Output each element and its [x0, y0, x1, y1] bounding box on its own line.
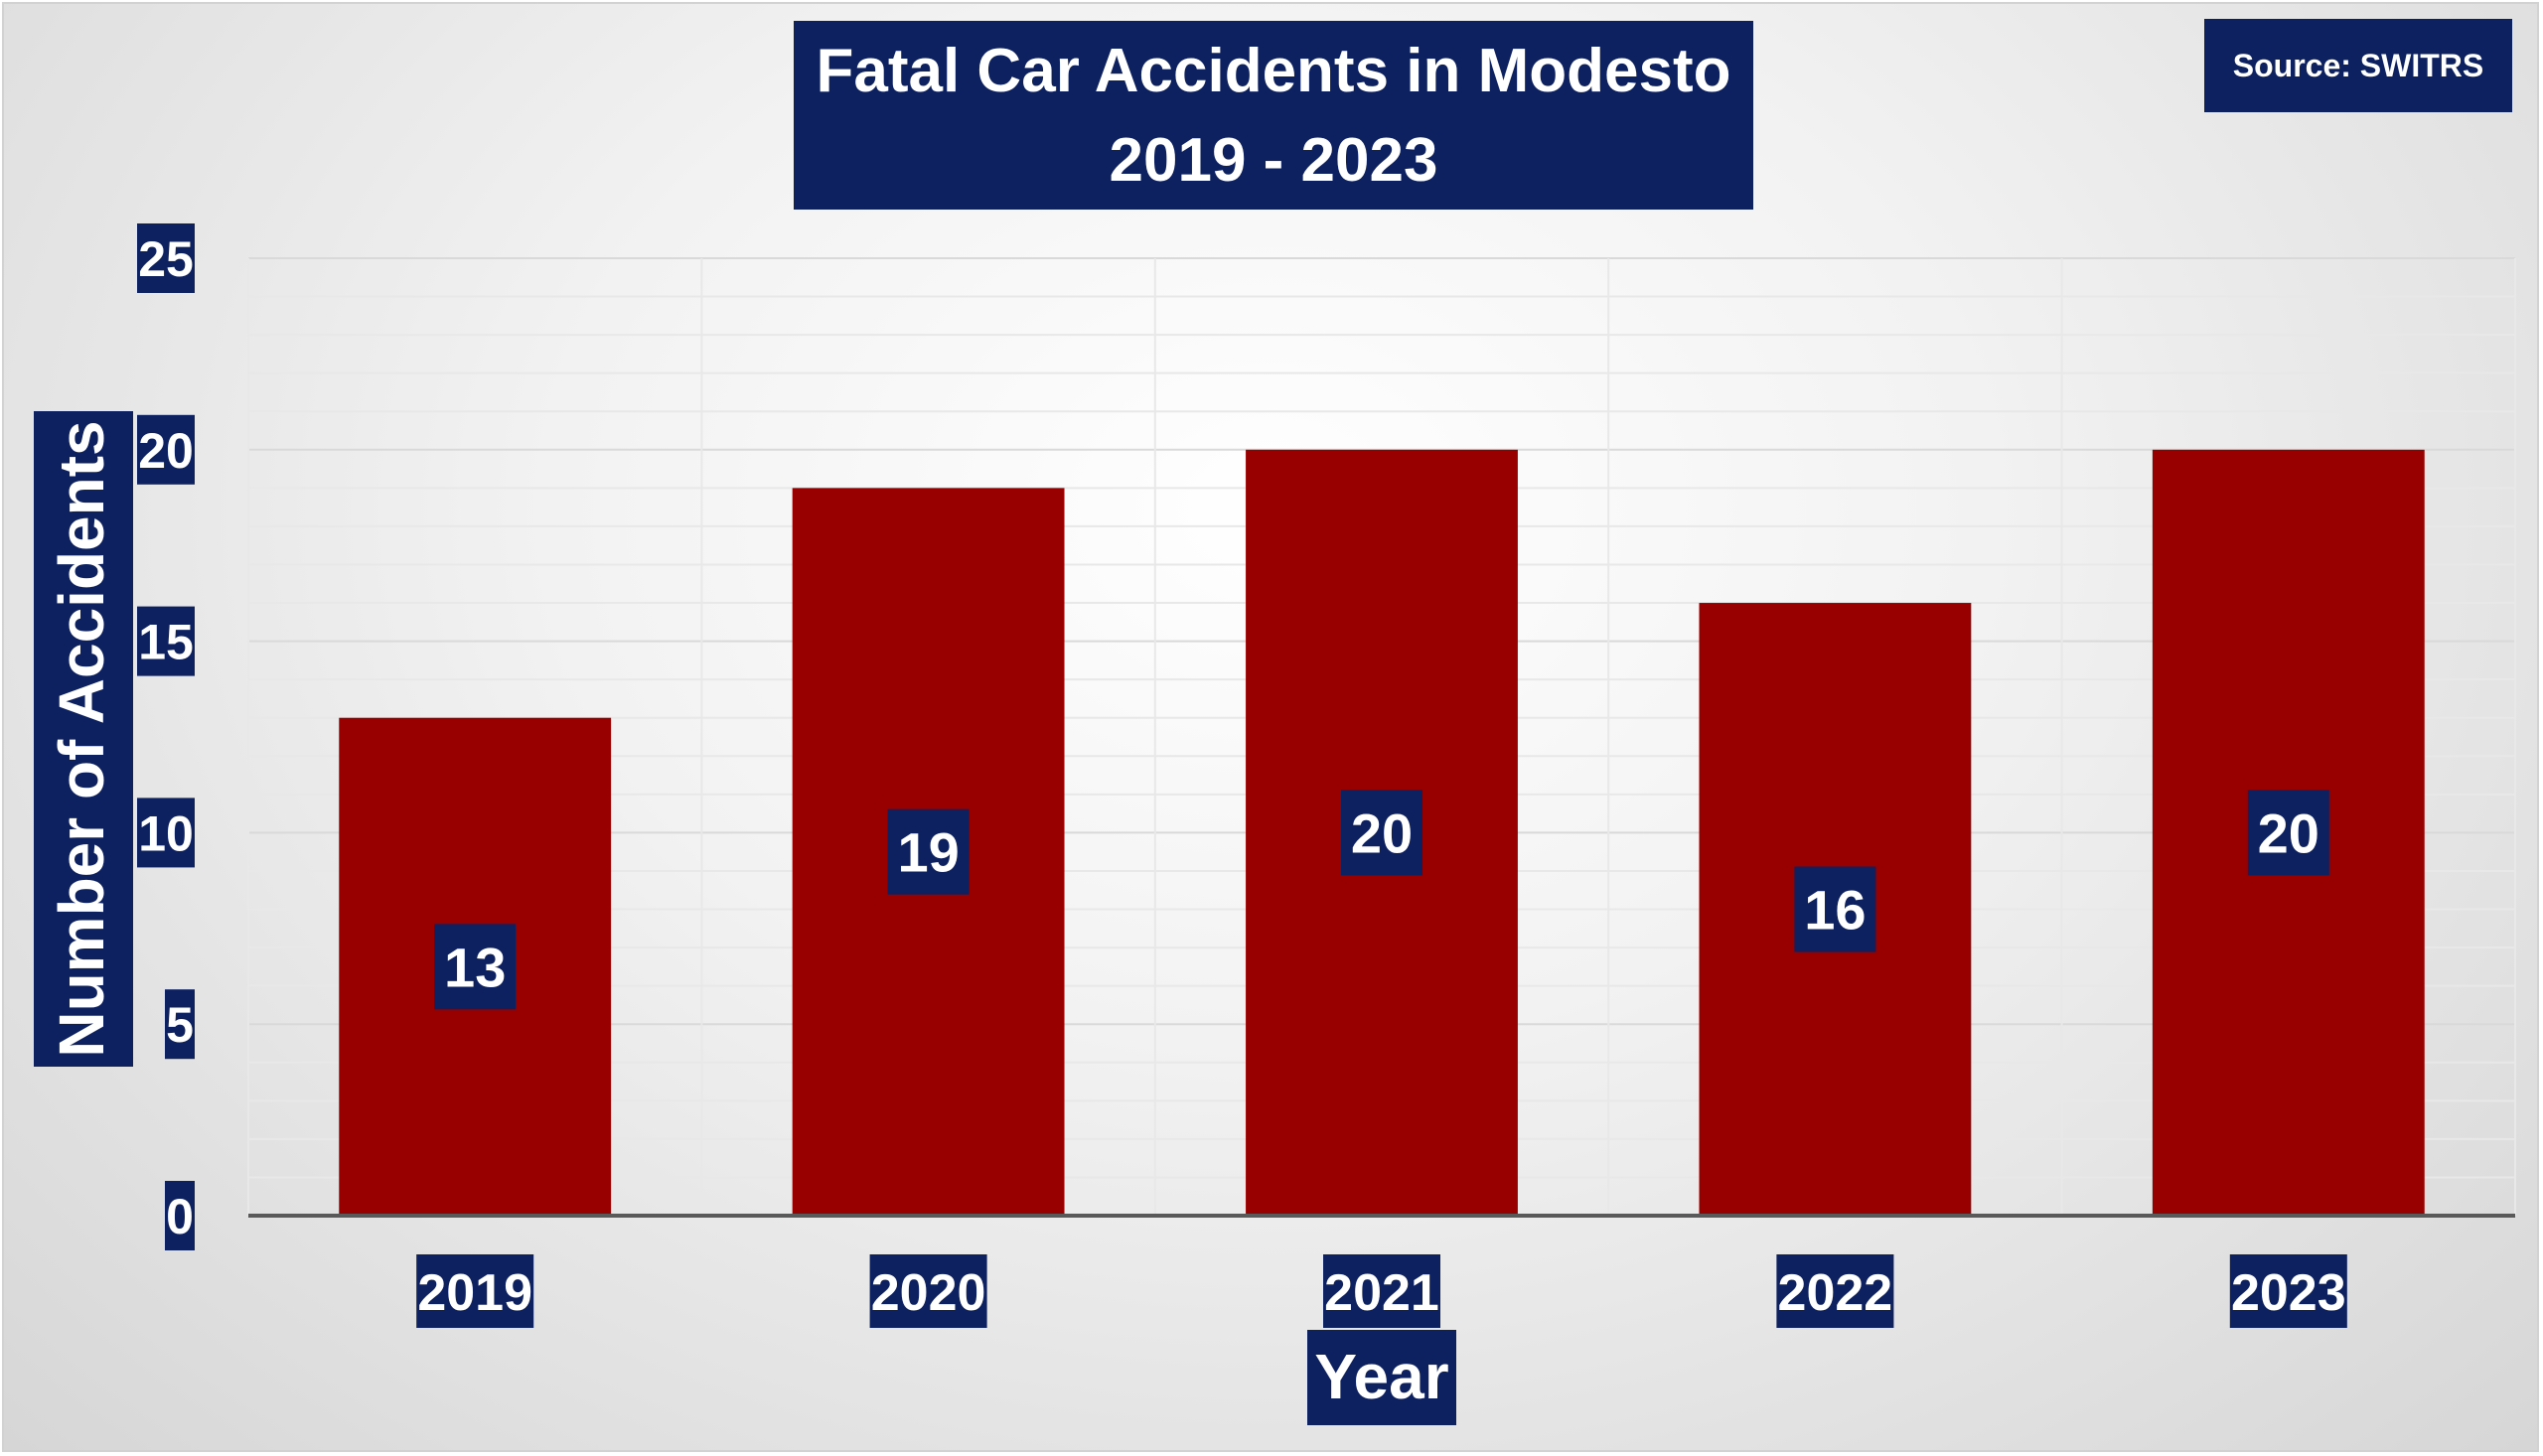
- source-label: Source: SWITRS: [2233, 48, 2483, 83]
- y-tick-label-box: [137, 606, 195, 676]
- source-note: Source: SWITRS: [2204, 19, 2512, 112]
- axes: 0 5 10 15 20 25: [137, 223, 2515, 1250]
- data-label-box: [434, 924, 517, 1010]
- x-tick-label-box: [1323, 1254, 1440, 1328]
- x-tick-label-box: [1776, 1254, 1894, 1328]
- data-label-box: [2247, 790, 2329, 876]
- x-tick-label-2019: 2019: [417, 1264, 532, 1322]
- source-box: [2204, 19, 2512, 112]
- data-label-2020: 19: [897, 821, 959, 884]
- data-label-2022: 16: [1804, 879, 1866, 942]
- data-label-2023: 20: [2258, 801, 2319, 864]
- y-axis-title-text: Number of Accidents: [46, 420, 117, 1057]
- data-label-box: [1794, 866, 1876, 952]
- y-tick-label-5: 5: [166, 997, 194, 1053]
- data-label-box: [887, 808, 970, 895]
- x-tick-label-2021: 2021: [1324, 1264, 1439, 1322]
- y-tick-label-15: 15: [138, 615, 194, 670]
- x-tick-label-box: [416, 1254, 534, 1328]
- y-tick-label-25: 25: [138, 231, 194, 287]
- data-label-box: [1341, 790, 1422, 876]
- y-tick-label-box: [137, 223, 195, 293]
- x-tick-label-2022: 2022: [1778, 1264, 1893, 1322]
- y-tick-label-10: 10: [138, 805, 194, 861]
- data-label-2019: 13: [444, 936, 506, 998]
- x-axis-title-text: Year: [1314, 1341, 1448, 1412]
- y-axis-title-box: [34, 411, 133, 1067]
- y-tick-label-20: 20: [138, 423, 194, 479]
- chart-title: Fatal Car Accidents in Modesto 2019 - 20…: [794, 21, 1753, 210]
- x-axis-title: Year: [1307, 1330, 1456, 1425]
- y-tick-label-0: 0: [166, 1189, 194, 1244]
- chart-title-line1: Fatal Car Accidents in Modesto: [817, 37, 1731, 105]
- y-tick-label-box: [137, 798, 195, 868]
- chart-title-line2: 2019 - 2023: [1110, 126, 1438, 195]
- x-tick-label-2023: 2023: [2231, 1264, 2346, 1322]
- y-tick-label-box: [165, 1181, 195, 1250]
- chart-title-box: [794, 21, 1753, 210]
- x-tick-label-box: [869, 1254, 987, 1328]
- y-tick-label-box: [137, 414, 195, 485]
- x-tick-label-2020: 2020: [871, 1264, 986, 1322]
- data-label-2021: 20: [1351, 801, 1413, 864]
- y-tick-label-box: [165, 989, 195, 1060]
- x-tick-label-box: [2229, 1254, 2347, 1328]
- y-axis-title: Number of Accidents: [34, 411, 133, 1067]
- x-axis-title-box: [1307, 1330, 1456, 1425]
